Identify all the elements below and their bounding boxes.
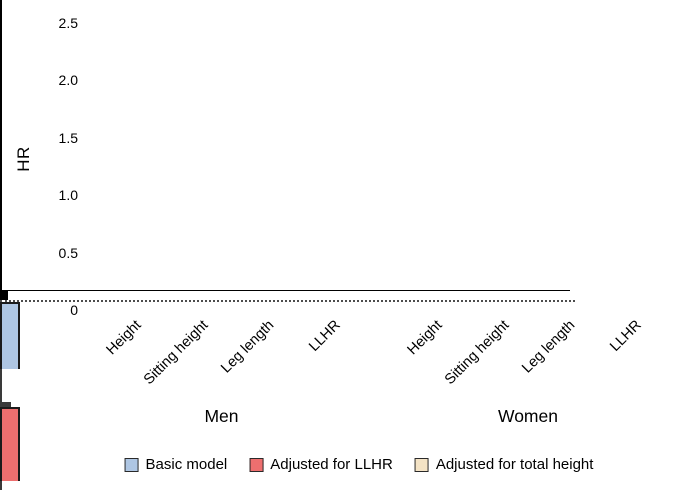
error-bar-stem (0, 368, 2, 403)
y-axis-line (0, 0, 2, 290)
legend-swatch-icon (414, 457, 429, 472)
category-label: Leg length (519, 317, 579, 377)
legend-swatch-icon (124, 457, 139, 472)
legend-swatch-icon (249, 457, 264, 472)
y-tick-mark (0, 291, 8, 293)
legend-item: Adjusted for total height (414, 456, 594, 473)
y-tick-label: 0 (70, 302, 78, 318)
y-tick-label: 1.5 (58, 129, 78, 146)
legend-label: Adjusted for LLHR (270, 456, 393, 473)
y-tick-label: 0.5 (58, 244, 78, 261)
y-tick-mark (0, 295, 8, 297)
error-bar-stem (0, 480, 2, 490)
y-tick-mark (0, 298, 8, 300)
category-label: Height (103, 317, 145, 359)
category-label: LLHR (607, 317, 646, 355)
legend: Basic model Adjusted for LLHR Adjusted for… (124, 456, 594, 473)
category-label: Height (404, 317, 446, 359)
x-axis-line (0, 289, 570, 291)
reference-line (0, 300, 575, 302)
y-tick-mark (0, 297, 8, 299)
group-label: Men (204, 406, 239, 426)
plot-area: 0 0.5 1.0 1.5 2.0 2.5 Height Sitting height Leg … (0, 0, 646, 490)
y-tick-label: 1.0 (58, 187, 78, 203)
legend-label: Basic model (145, 456, 228, 473)
error-bar-cap (0, 404, 11, 408)
y-tick-mark (0, 292, 8, 294)
bar (0, 302, 20, 369)
legend-label: Adjusted for total height (435, 456, 594, 473)
category-label: LLHR (306, 317, 345, 355)
category-label: Sitting height (140, 317, 212, 388)
error-bar-cap (0, 402, 11, 405)
bar (0, 407, 20, 481)
y-tick-label: 2.0 (58, 72, 78, 88)
y-tick-label: 2.5 (58, 14, 78, 31)
legend-item: Basic model (124, 456, 228, 473)
category-label: Leg length (218, 317, 278, 377)
group-label: Women (498, 406, 558, 426)
legend-item: Adjusted for LLHR (249, 456, 393, 473)
y-tick-mark (0, 294, 8, 296)
category-label: Sitting height (441, 317, 513, 388)
